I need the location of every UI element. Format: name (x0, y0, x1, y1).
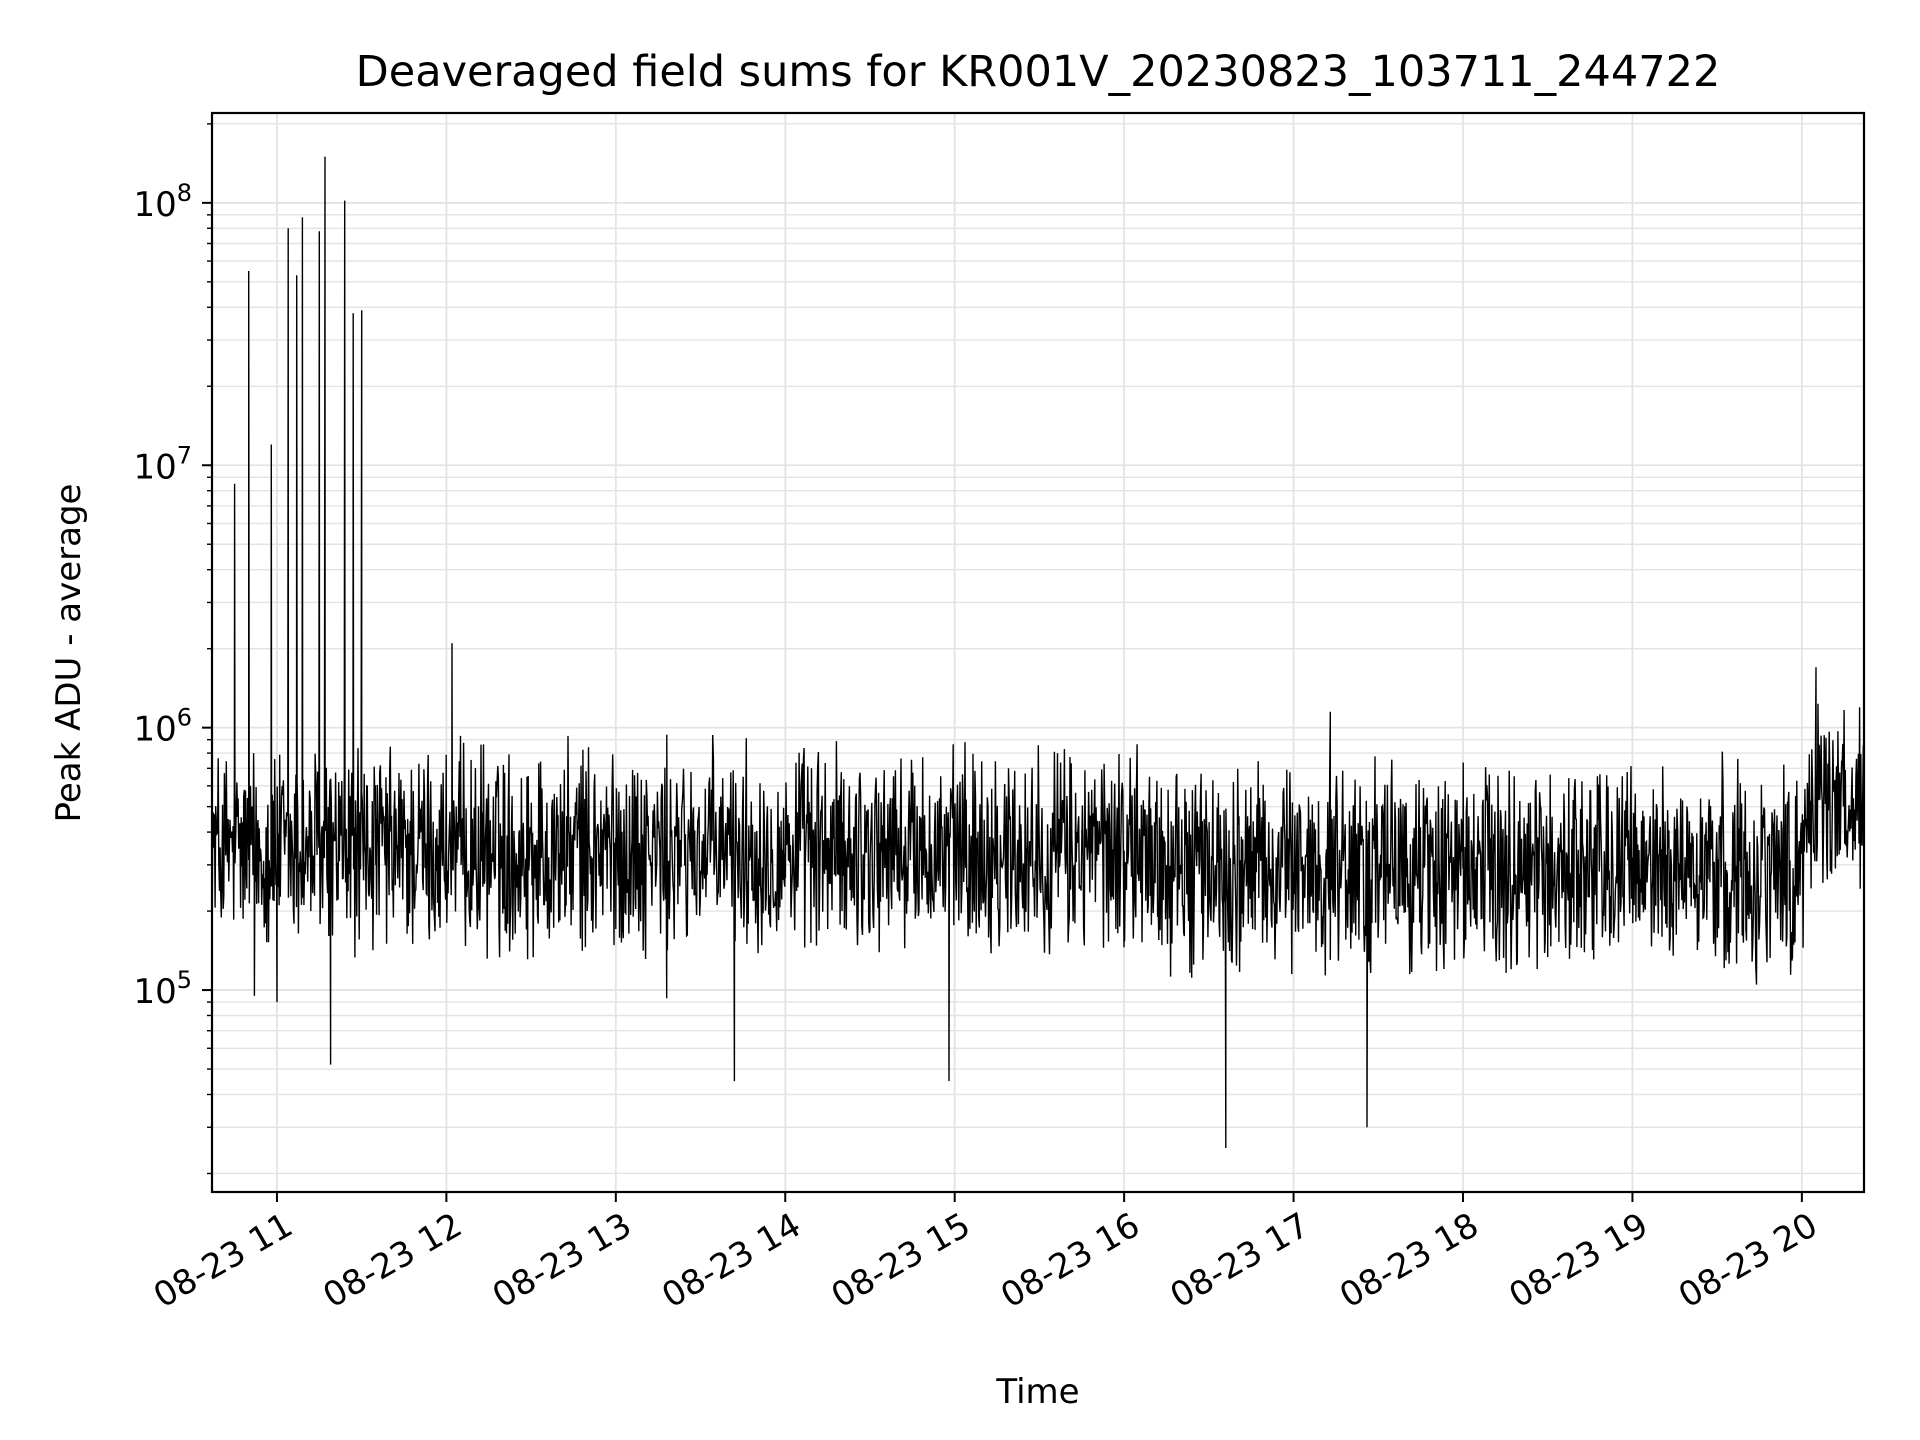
y-tick-label: 108 (133, 179, 192, 225)
series-line-peak-adu (211, 156, 1865, 1149)
x-axis-label: Time (995, 1372, 1079, 1412)
chart-title: Deaveraged field sums for KR001V_2023082… (356, 47, 1721, 97)
y-tick-label: 105 (133, 966, 192, 1012)
y-tick-label: 107 (133, 441, 192, 487)
y-tick-label: 106 (133, 704, 192, 750)
plot-frame (210, 111, 1866, 1194)
y-axis: 105 106 107 108 (133, 123, 212, 1175)
y-axis-label: Peak ADU - average (49, 484, 89, 823)
grid-lines (212, 113, 1864, 1192)
